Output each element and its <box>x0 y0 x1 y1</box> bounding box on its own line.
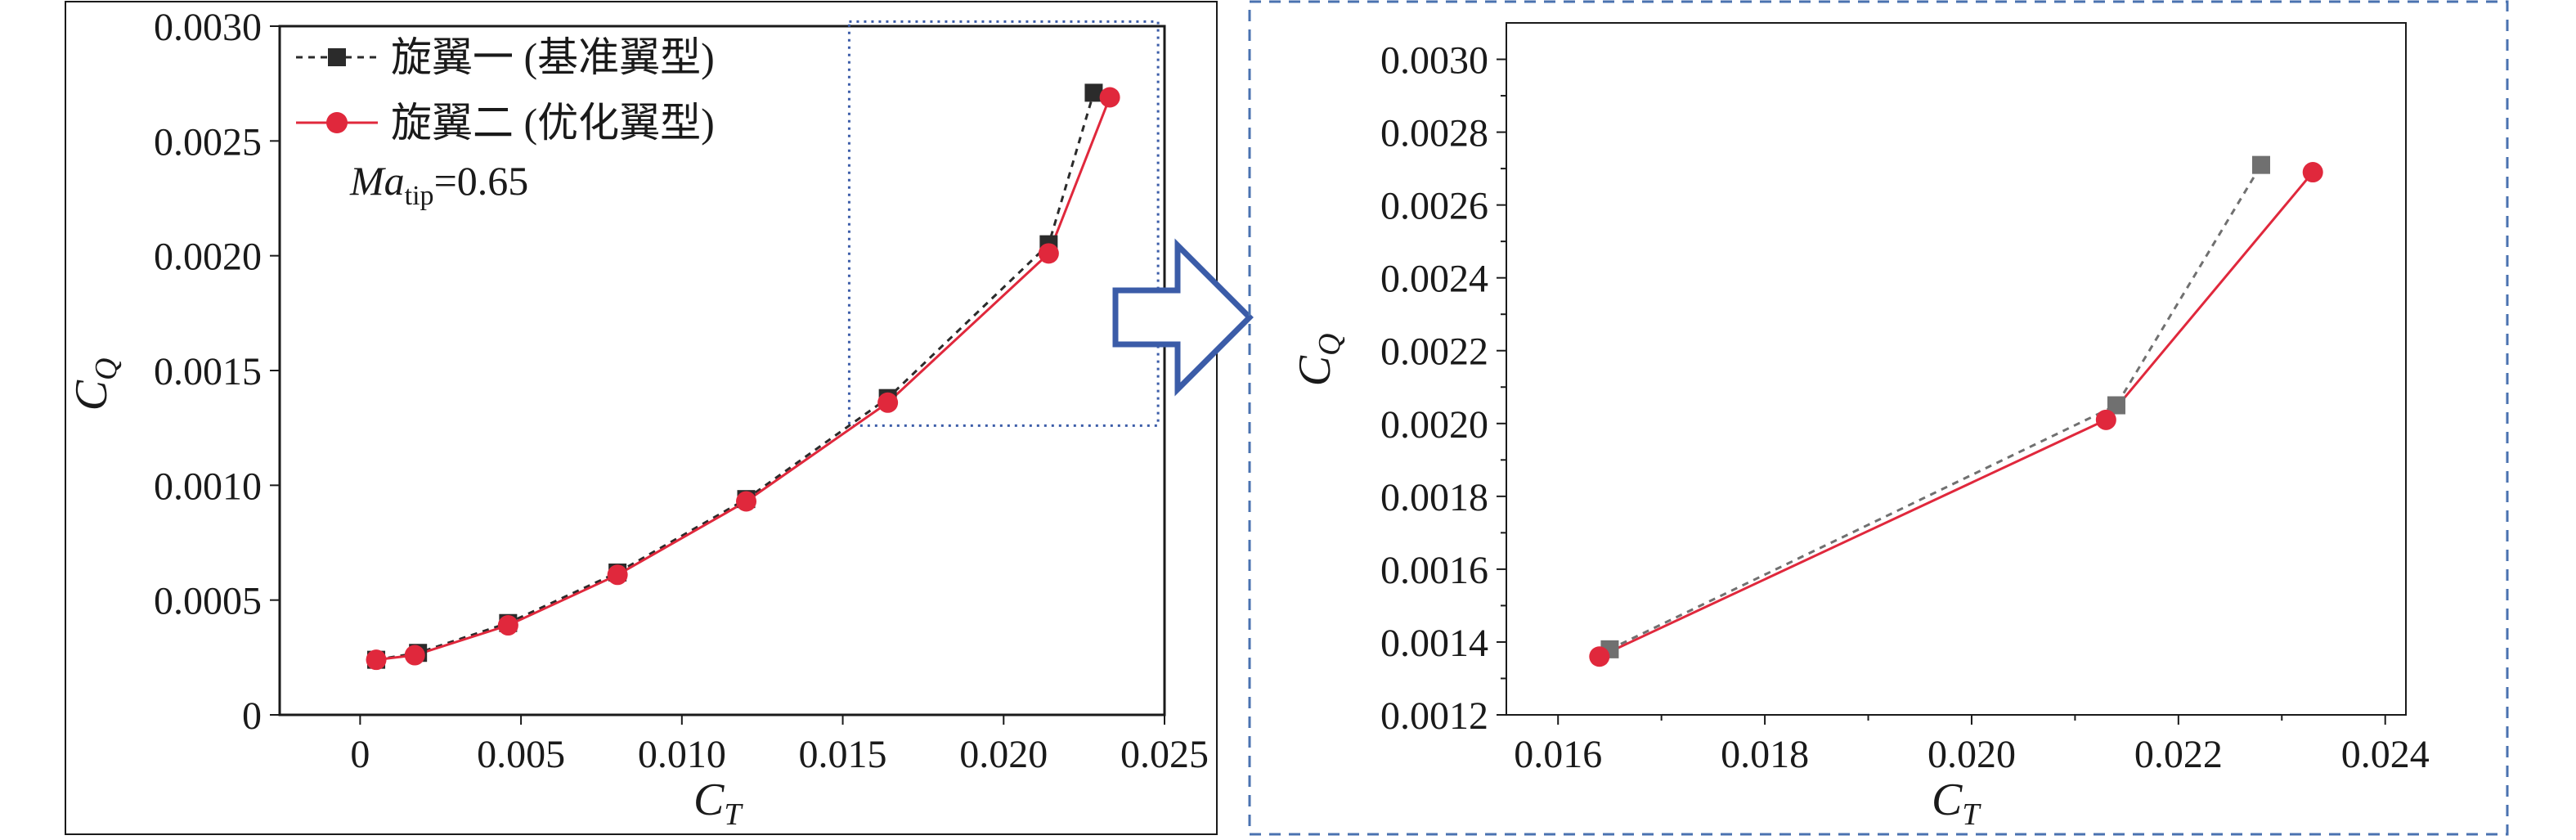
legend-label-series-2: 旋翼二 (优化翼型) <box>391 100 715 146</box>
right-chart-panel: 0.016 0.018 0.020 0.022 0.024 0.0012 0.0014 0.0… <box>1248 0 2509 836</box>
legend-item-series-1: 旋翼一 (基准翼型) <box>296 34 715 80</box>
left-x-tick-label: 0.025 <box>1120 733 1209 776</box>
legend-item-series-2: 旋翼二 (优化翼型) <box>296 100 715 146</box>
right-y-tick-label: 0.0018 <box>1380 476 1488 519</box>
legend-marker-series-2 <box>326 112 348 133</box>
right-y-axis-title: CQ <box>1290 334 1347 387</box>
right-series-1-point <box>2107 396 2125 415</box>
mach-annotation-symbol: Ma <box>349 158 405 204</box>
right-y-tick-label: 0.0016 <box>1380 549 1488 592</box>
right-panel-border <box>1248 0 2509 836</box>
right-plot-frame <box>1506 22 2407 716</box>
right-series-2-point <box>2302 162 2323 183</box>
left-y-tick-label: 0.0005 <box>154 580 262 623</box>
left-series-2-point <box>404 645 425 666</box>
right-y-tick-label: 0.0014 <box>1380 622 1488 665</box>
right-x-tick-label: 0.020 <box>1928 733 2016 776</box>
left-x-tick-label: 0.005 <box>477 733 565 776</box>
left-x-tick-label: 0.010 <box>638 733 726 776</box>
left-y-tick-label: 0.0025 <box>154 120 262 164</box>
right-series-1-point <box>2251 155 2270 174</box>
right-series-2-point <box>1589 646 1610 667</box>
right-y-tick-label: 0.0028 <box>1380 112 1488 155</box>
right-x-tick-label: 0.018 <box>1721 733 1809 776</box>
left-panel-border <box>65 1 1218 835</box>
left-x-tick-label: 0.015 <box>799 733 887 776</box>
left-series-1-line <box>375 92 1095 662</box>
right-series-layer <box>1589 155 2323 667</box>
left-axes: 0 0.005 0.010 0.015 0.020 0.025 0 0.0005 0.0010 0… <box>154 6 1209 776</box>
right-x-tick-label: 0.016 <box>1514 733 1602 776</box>
left-series-1-point <box>1084 83 1103 102</box>
left-y-axis-title: CQ <box>66 358 123 411</box>
left-series-2-point <box>607 564 628 586</box>
right-y-tick-label: 0.0024 <box>1380 258 1488 301</box>
left-x-axis-title: CT <box>693 775 743 832</box>
left-series-layer <box>366 83 1120 671</box>
mach-annotation-subscript: tip <box>405 181 434 211</box>
left-y-tick-label: 0.0030 <box>154 6 262 49</box>
right-y-tick-label: 0.0012 <box>1380 694 1488 738</box>
zoom-arrow-icon <box>1112 238 1254 397</box>
left-series-2-line <box>375 97 1111 662</box>
left-chart-panel: 0 0.005 0.010 0.015 0.020 0.025 0 0.0005 0.0010 0… <box>65 1 1218 835</box>
left-x-tick-label: 0.020 <box>959 733 1048 776</box>
left-y-tick-label: 0.0010 <box>154 465 262 508</box>
mach-annotation-value: =0.65 <box>434 158 529 204</box>
left-series-2-point <box>1099 87 1120 108</box>
right-x-tick-label: 0.022 <box>2134 733 2223 776</box>
left-series-2-point <box>1038 243 1059 264</box>
left-series-2-point <box>736 491 757 512</box>
left-y-tick-label: 0.0020 <box>154 236 262 279</box>
left-x-tick-label: 0 <box>350 733 370 776</box>
right-x-tick-label: 0.024 <box>2341 733 2430 776</box>
zoom-region-box <box>847 20 1160 427</box>
right-y-tick-label: 0.0030 <box>1380 39 1488 83</box>
left-series-2-point <box>497 615 518 636</box>
legend: 旋翼一 (基准翼型) 旋翼二 (优化翼型) <box>296 34 715 146</box>
right-y-tick-label: 0.0020 <box>1380 403 1488 447</box>
zoom-box-rect <box>847 20 1160 427</box>
right-x-axis-title: CT <box>1932 775 1981 832</box>
left-series-2-point <box>366 649 387 671</box>
right-series-2-point <box>2095 409 2116 430</box>
left-y-tick-label: 0.0015 <box>154 350 262 393</box>
left-series-2-point <box>877 392 899 413</box>
mach-annotation: Matip=0.65 <box>349 158 528 211</box>
left-y-tick-label: 0 <box>242 694 262 738</box>
legend-marker-series-1 <box>328 48 346 66</box>
legend-label-series-1: 旋翼一 (基准翼型) <box>391 34 715 80</box>
right-y-tick-label: 0.0022 <box>1380 330 1488 374</box>
right-axes: 0.016 0.018 0.020 0.022 0.024 0.0012 0.0014 0.0… <box>1380 39 2430 776</box>
right-series-2-line <box>1599 171 2314 658</box>
right-y-tick-label: 0.0026 <box>1380 185 1488 228</box>
right-series-1-line <box>1609 164 2263 651</box>
